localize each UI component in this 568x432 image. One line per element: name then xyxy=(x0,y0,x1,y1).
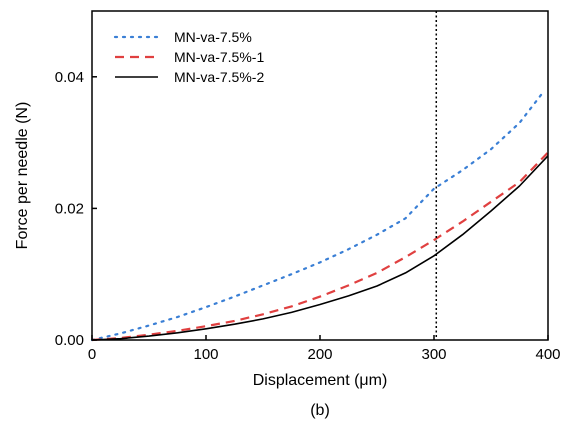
y-tick-label: 0.04 xyxy=(55,69,84,86)
series-line-1 xyxy=(90,92,544,342)
series-line-3 xyxy=(91,155,549,341)
ticks-layer: 0 100 200 300 400 0.00 0.02 0.04 xyxy=(55,69,561,363)
legend-label-1: MN-va-7.5% xyxy=(174,29,252,45)
x-tick-label: 0 xyxy=(88,346,96,363)
x-tick-label: 300 xyxy=(421,346,446,363)
series-layer xyxy=(90,92,549,342)
y-tick-label: 0.00 xyxy=(55,332,84,349)
series-line-2 xyxy=(91,151,549,342)
y-tick-label: 0.02 xyxy=(55,200,84,217)
figure-caption: (b) xyxy=(310,402,330,419)
plot-frame xyxy=(91,10,549,341)
x-tick-label: 400 xyxy=(535,346,560,363)
legend-label-3: MN-va-7.5%-2 xyxy=(174,69,264,85)
x-tick-label: 100 xyxy=(193,346,218,363)
x-tick-label: 200 xyxy=(307,346,332,363)
legend-label-2: MN-va-7.5%-1 xyxy=(174,49,264,65)
y-axis-title: Force per needle (N) xyxy=(14,102,31,250)
x-axis-title: Displacement (μm) xyxy=(253,372,388,389)
legend: MN-va-7.5% MN-va-7.5%-1 MN-va-7.5%-2 xyxy=(113,29,264,85)
